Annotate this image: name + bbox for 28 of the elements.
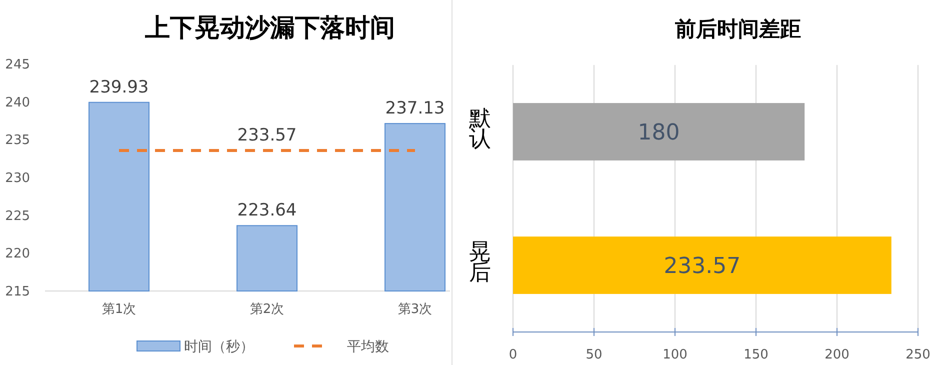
legend-label: 时间（秒） xyxy=(184,338,254,355)
y-tick-label: 晃后 xyxy=(469,240,491,286)
x-tick-label: 第2次 xyxy=(250,302,284,317)
y-tick-label: 215 xyxy=(5,284,30,300)
x-tick-label: 第1次 xyxy=(102,302,136,317)
x-tick-label: 0 xyxy=(508,348,518,363)
x-tick-label: 250 xyxy=(906,348,930,363)
y-tick-label: 230 xyxy=(5,171,30,186)
legend-label: 平均数 xyxy=(347,338,389,355)
x-tick-label: 50 xyxy=(586,348,602,363)
x-tick-label: 第3次 xyxy=(398,302,432,317)
y-tick-label: 240 xyxy=(5,95,30,110)
data-label: 237.13 xyxy=(385,98,445,119)
y-tick-label: 235 xyxy=(5,133,30,148)
y-tick-label: 默认 xyxy=(468,106,491,152)
data-label: 233.57 xyxy=(664,254,741,279)
y-tick-label: 220 xyxy=(5,246,30,262)
x-tick-label: 150 xyxy=(744,348,768,363)
data-label: 239.93 xyxy=(89,77,149,98)
data-label: 223.64 xyxy=(237,200,297,221)
chart-title: 前后时间差距 xyxy=(674,17,801,41)
y-tick-label: 225 xyxy=(5,208,30,224)
x-tick-label: 200 xyxy=(824,348,850,363)
y-tick-label: 245 xyxy=(5,58,30,73)
data-label: 180 xyxy=(638,120,680,146)
data-label: 233.57 xyxy=(237,125,297,146)
chart-title: 上下晃动沙漏下落时间 xyxy=(144,13,395,42)
x-tick-label: 100 xyxy=(662,348,688,363)
